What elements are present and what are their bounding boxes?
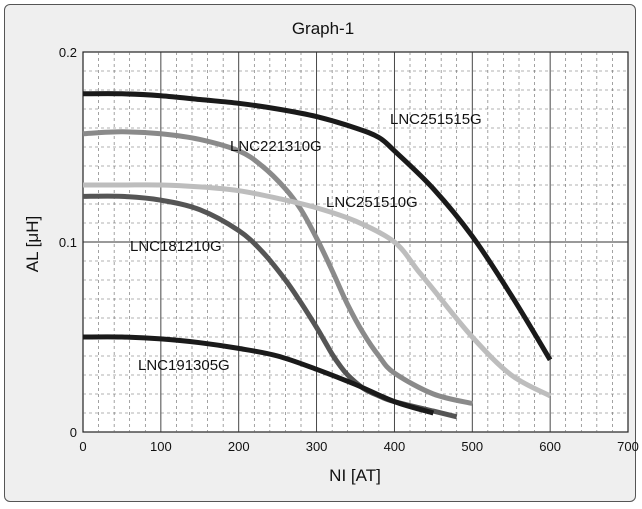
series-label-lnc251510g: LNC251510G xyxy=(326,194,418,211)
x-tick-label: 400 xyxy=(384,439,406,454)
x-tick-label: 300 xyxy=(306,439,328,454)
series-label-lnc181210g: LNC181210G xyxy=(130,238,222,255)
chart-title: Graph-1 xyxy=(292,19,354,38)
series-line-lnc251510g xyxy=(82,182,552,399)
series-labels: LNC251515G LNC221310G LNC251510G LNC181210G… xyxy=(130,111,482,374)
x-tick-label: 100 xyxy=(150,439,172,454)
series-lines xyxy=(82,91,553,420)
series-line-lnc191305g xyxy=(82,334,435,416)
x-tick-label: 500 xyxy=(461,439,483,454)
series-label-lnc221310g: LNC221310G xyxy=(230,138,322,155)
x-tick-label: 700 xyxy=(617,439,639,454)
series-line-lnc251515g xyxy=(82,91,553,362)
x-tick-label: 200 xyxy=(228,439,250,454)
y-axis-title: AL [μH] xyxy=(23,216,42,272)
x-tick-label: 600 xyxy=(539,439,561,454)
series-label-lnc251515g: LNC251515G xyxy=(390,111,482,128)
tick-labels: 0 100 200 300 400 500 600 700 0 0.1 0.2 xyxy=(59,45,639,454)
x-axis-title: NI [AT] xyxy=(329,466,381,485)
y-tick-label: 0.2 xyxy=(59,45,77,60)
y-tick-label: 0.1 xyxy=(59,235,77,250)
series-label-lnc191305g: LNC191305G xyxy=(138,357,230,374)
y-tick-label: 0 xyxy=(70,425,77,440)
series-line-lnc221310g xyxy=(82,129,473,406)
x-tick-label: 0 xyxy=(79,439,86,454)
